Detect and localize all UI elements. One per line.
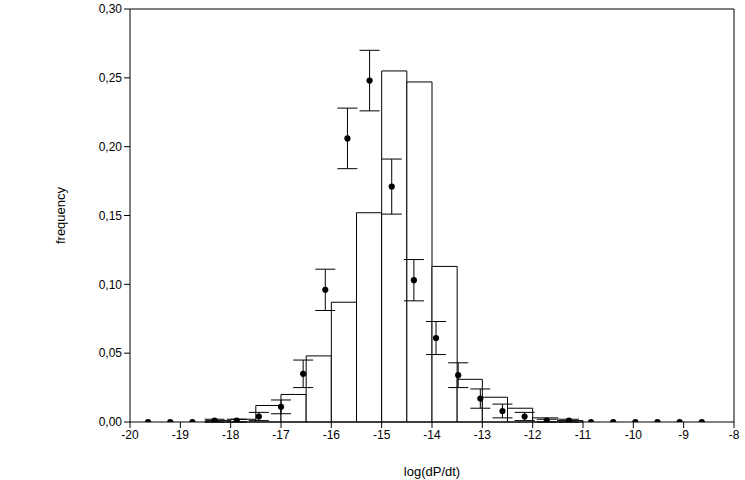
- svg-text:-18: -18: [222, 428, 240, 442]
- svg-text:0,30: 0,30: [99, 2, 123, 16]
- svg-text:0,15: 0,15: [99, 209, 123, 223]
- svg-text:0,05: 0,05: [99, 346, 123, 360]
- svg-text:-19: -19: [172, 428, 190, 442]
- svg-text:-13: -13: [474, 428, 492, 442]
- svg-text:-11: -11: [575, 428, 592, 442]
- svg-text:-8: -8: [729, 428, 737, 442]
- svg-text:-16: -16: [323, 428, 341, 442]
- svg-text:0,25: 0,25: [99, 71, 123, 85]
- svg-text:0,20: 0,20: [99, 140, 123, 154]
- svg-text:-10: -10: [625, 428, 643, 442]
- svg-text:-14: -14: [423, 428, 441, 442]
- svg-text:log(dP/dt): log(dP/dt): [404, 464, 460, 479]
- svg-text:-12: -12: [524, 428, 542, 442]
- svg-text:0,10: 0,10: [99, 278, 123, 292]
- svg-text:0,00: 0,00: [99, 415, 123, 429]
- svg-text:-9: -9: [678, 428, 689, 442]
- svg-text:frequency: frequency: [53, 186, 68, 244]
- svg-text:-20: -20: [121, 428, 139, 442]
- svg-text:-17: -17: [272, 428, 290, 442]
- svg-text:-15: -15: [373, 428, 391, 442]
